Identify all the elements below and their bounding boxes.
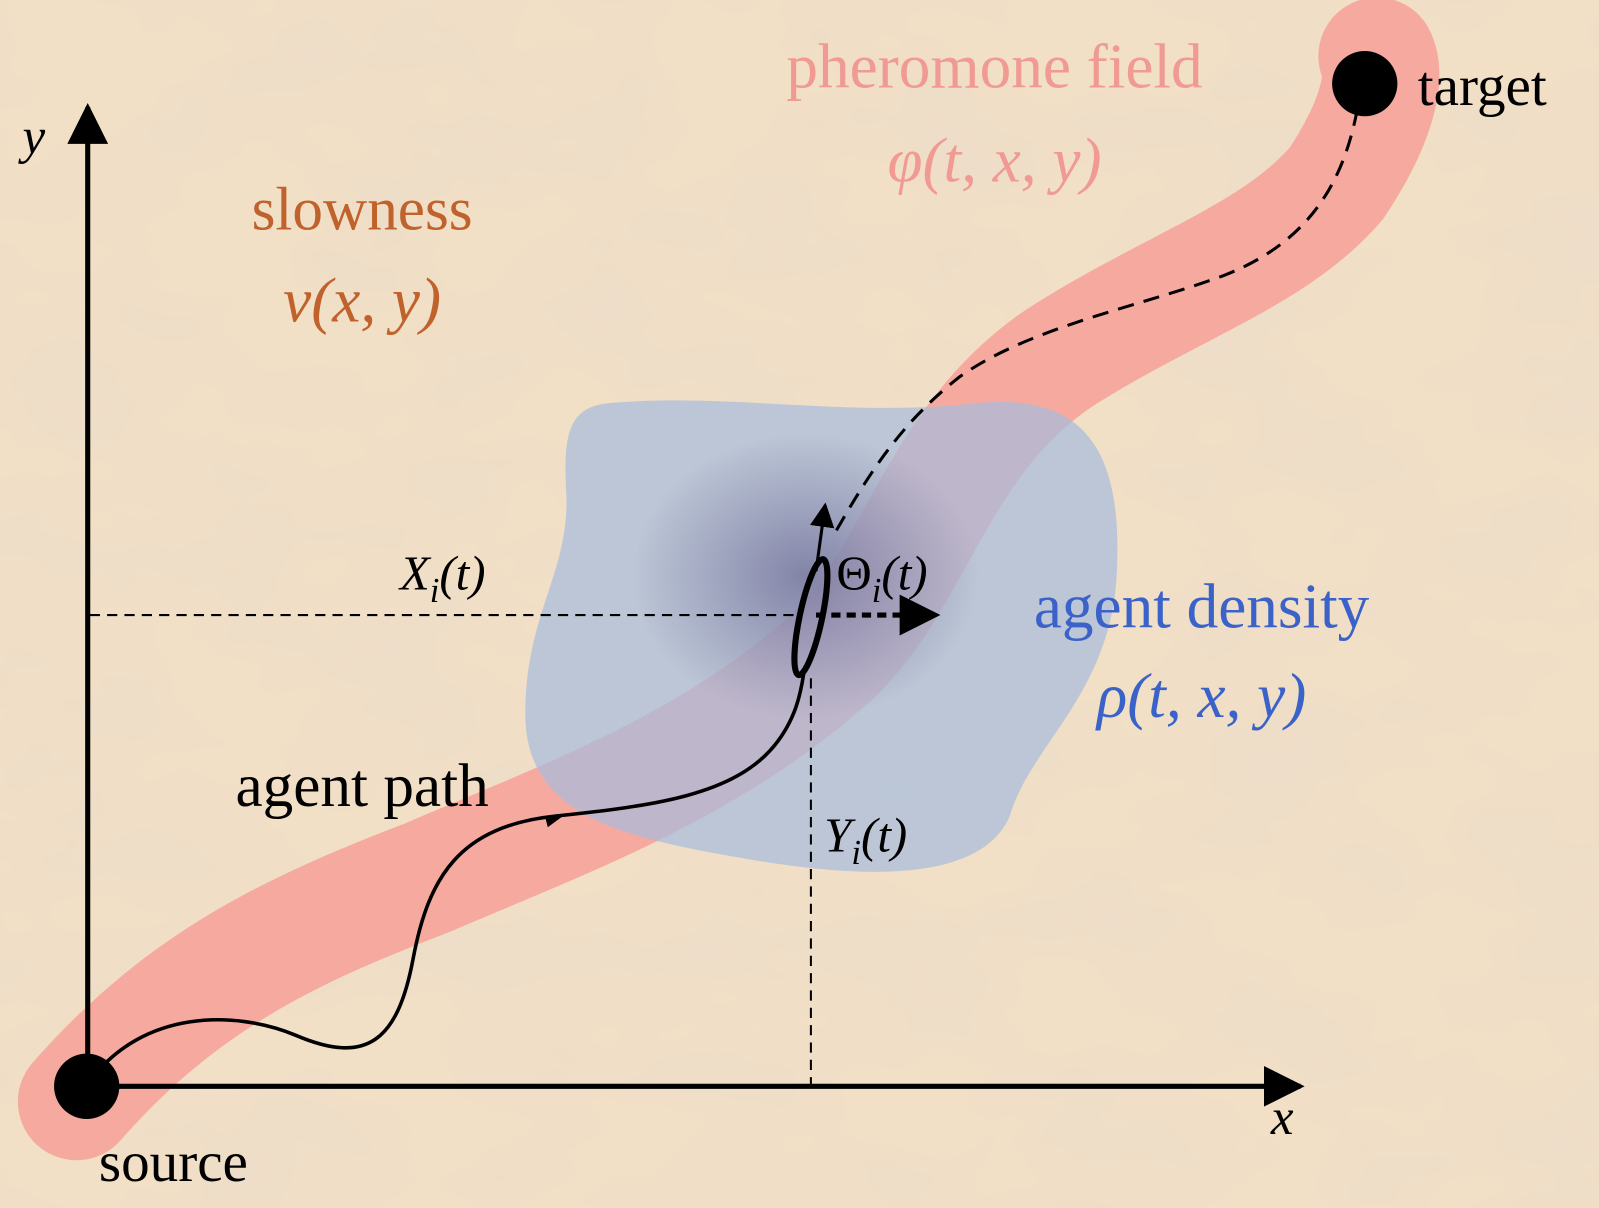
heading-arrow (810, 502, 835, 572)
label-arg: (t) (861, 808, 907, 863)
slowness-symbol: ν(x, y) (283, 265, 441, 335)
slowness-title: slowness (252, 176, 473, 244)
density-symbol: ρ(t, x, y) (1095, 661, 1306, 731)
position-y-label: Yi(t) (824, 808, 907, 872)
label-sub: i (430, 571, 440, 610)
label-sub: i (851, 833, 861, 872)
pheromone-title: pheromone field (786, 32, 1202, 102)
target-label: target (1418, 55, 1547, 118)
heading-label: Θi(t) (836, 546, 927, 610)
source-label: source (99, 1131, 248, 1194)
target-path (835, 101, 1361, 532)
target-dot (1332, 51, 1398, 117)
label-base: Θ (836, 546, 871, 601)
pheromone-symbol: φ(t, x, y) (887, 126, 1101, 196)
agent-path-label: agent path (236, 752, 489, 820)
label-sub: i (872, 571, 882, 610)
diagram-content: pheromone field φ(t, x, y) target y slow… (17, 0, 1547, 1194)
path-arrowhead (545, 816, 564, 828)
agent-path (88, 672, 806, 1083)
density-title: agent density (1034, 571, 1370, 641)
label-base: Y (824, 808, 856, 863)
density-core (632, 433, 980, 720)
label-arg: (t) (439, 546, 485, 601)
agent (791, 556, 831, 679)
y-axis-label: y (17, 109, 45, 165)
label-arg: (t) (881, 546, 927, 601)
source-dot (54, 1053, 120, 1119)
position-x-label: Xi(t) (398, 546, 486, 610)
label-base: X (398, 546, 432, 601)
x-axis-label: x (1270, 1090, 1294, 1146)
